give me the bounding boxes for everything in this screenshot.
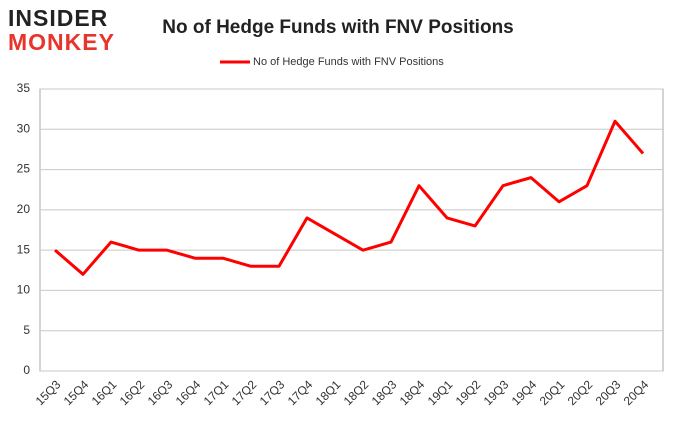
logo-line2: MONKEY: [8, 29, 115, 55]
y-tick-label: 35: [17, 81, 31, 95]
legend-label: No of Hedge Funds with FNV Positions: [253, 56, 444, 68]
y-tick-label: 25: [17, 162, 31, 176]
y-tick-label: 15: [17, 242, 31, 256]
y-tick-label: 10: [17, 283, 31, 297]
logo-line1: INSIDER: [8, 5, 108, 31]
y-tick-label: 30: [17, 121, 31, 135]
y-tick-label: 20: [17, 202, 31, 216]
y-tick-label: 0: [23, 363, 30, 377]
chart-title: No of Hedge Funds with FNV Positions: [162, 17, 514, 38]
y-tick-label: 5: [23, 323, 30, 337]
data-line: [54, 119, 645, 276]
